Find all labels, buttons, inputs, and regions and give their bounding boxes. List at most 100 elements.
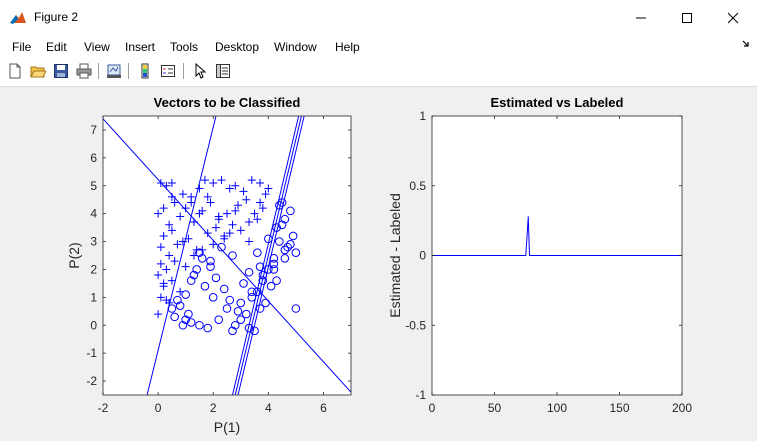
circle-point (230, 320, 240, 330)
circle-point (261, 298, 270, 308)
circle-point (272, 223, 281, 232)
plus-point (220, 234, 229, 243)
menu-bar: File Edit View Insert Tools Desktop Wind… (0, 36, 757, 57)
circle-point (211, 273, 221, 283)
open-file-icon[interactable] (28, 61, 48, 81)
y-tick-label: -0.5 (405, 318, 426, 332)
circle-point (258, 276, 268, 285)
circle-point (186, 276, 196, 285)
circle-point (184, 309, 193, 319)
plus-point (156, 293, 165, 302)
save-icon[interactable] (51, 61, 71, 81)
plus-point (228, 220, 237, 229)
minimize-icon (636, 17, 646, 19)
plus-point (162, 296, 171, 305)
plus-point (156, 243, 165, 252)
maximize-button[interactable] (664, 0, 710, 36)
plus-point (209, 178, 218, 187)
circle-point (181, 290, 190, 299)
circle-point (264, 265, 273, 274)
decision-boundary-line (234, 116, 302, 395)
decision-boundary-line (232, 116, 300, 395)
circle-point (269, 265, 279, 274)
circle-point (255, 262, 265, 271)
y-tick-label: -1 (86, 346, 97, 360)
circle-point (175, 301, 185, 311)
menu-insert[interactable]: Insert (125, 40, 156, 54)
x-axis-label: P(1) (214, 419, 240, 435)
edit-plot-icon[interactable] (190, 61, 210, 81)
plus-point (178, 190, 187, 199)
axes-box (102, 115, 352, 396)
plus-point (245, 237, 254, 246)
property-inspector-icon[interactable] (213, 61, 233, 81)
menu-window[interactable]: Window (274, 40, 317, 54)
insert-legend-icon[interactable] (158, 61, 178, 81)
circle-point (255, 304, 265, 313)
title-bar: Figure 2 (0, 0, 757, 36)
decision-boundary-line (146, 116, 217, 395)
circle-point (195, 320, 204, 330)
menu-desktop[interactable]: Desktop (215, 40, 260, 54)
menu-file[interactable]: File (12, 40, 32, 54)
new-figure-icon[interactable] (5, 61, 25, 81)
link-plot-icon[interactable] (104, 61, 124, 81)
circle-point (272, 276, 281, 285)
plus-point (214, 212, 223, 221)
circle-point (247, 287, 257, 297)
x-tick-label: 150 (609, 401, 629, 415)
plus-point (231, 181, 240, 190)
circle-point (253, 248, 262, 258)
toolbar-separator (98, 63, 99, 79)
plus-point (178, 237, 187, 246)
y-tick-label: 7 (90, 123, 97, 137)
circle-point (206, 256, 215, 266)
circle-point (197, 253, 207, 263)
print-icon[interactable] (74, 61, 94, 81)
circle-point (214, 315, 224, 324)
minimize-button[interactable] (618, 0, 664, 36)
circle-point (189, 270, 199, 280)
plus-point (223, 209, 231, 218)
plus-point (239, 187, 248, 196)
circle-point (280, 214, 290, 224)
circle-point (286, 206, 295, 216)
x-tick-label: 200 (672, 401, 692, 415)
circle-point (228, 326, 237, 336)
undock-arrow-icon[interactable] (742, 40, 750, 48)
circle-point (275, 200, 284, 210)
circle-point (258, 270, 268, 280)
toolbar-separator (128, 63, 129, 79)
circle-point (280, 245, 290, 255)
menu-help[interactable]: Help (335, 40, 360, 54)
plus-point (167, 178, 176, 187)
plus-point (170, 198, 179, 207)
chart-title: Vectors to be Classified (154, 95, 301, 110)
plus-point (156, 259, 165, 268)
x-tick-label: 2 (210, 401, 217, 415)
circle-point (200, 281, 210, 291)
decision-boundary-line (103, 118, 351, 393)
menu-view[interactable]: View (84, 40, 110, 54)
plus-point (170, 257, 179, 266)
y-tick-label: 0 (419, 249, 426, 263)
circle-point (239, 279, 248, 288)
circle-point (288, 231, 298, 241)
plus-point (203, 192, 212, 201)
plus-point (211, 223, 220, 232)
circle-point (236, 298, 246, 308)
insert-colorbar-icon[interactable] (135, 61, 155, 81)
plus-point (154, 271, 163, 280)
close-button[interactable] (710, 0, 756, 36)
circle-point (181, 315, 190, 324)
plot-area (103, 116, 351, 395)
figure-canvas: -2 0 2 4 6 -2 -1 0 1 2 3 4 5 6 7 Vectors to be Classifi… (0, 87, 757, 441)
circle-point (208, 293, 218, 302)
y-tick-label: 4 (90, 207, 97, 221)
menu-edit[interactable]: Edit (46, 40, 67, 54)
plus-point (225, 184, 234, 193)
menu-tools[interactable]: Tools (170, 40, 199, 54)
circle-point (225, 295, 235, 305)
plus-point (154, 310, 163, 319)
